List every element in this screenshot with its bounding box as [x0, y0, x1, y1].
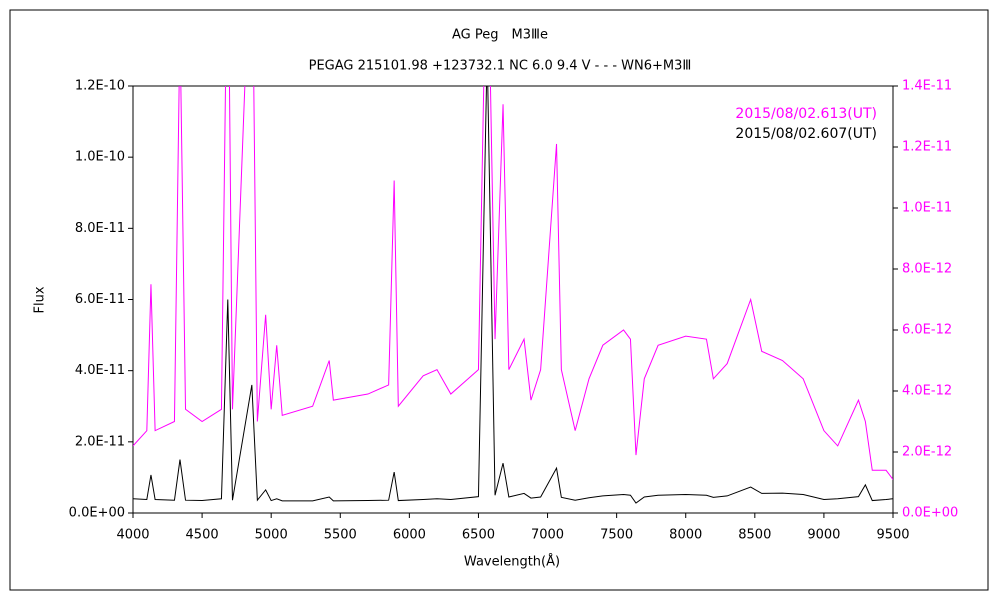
x-tick-label: 7000: [531, 528, 564, 543]
y2-tick-label: 6.0E-12: [902, 323, 952, 338]
x-tick-label: 8000: [669, 528, 702, 543]
y-tick-label: 0.0E+00: [69, 506, 125, 521]
chart-subtitle: PEGAG 215101.98 +123732.1 NC 6.0 9.4 V -…: [309, 59, 692, 74]
y-tick-label: 8.0E-11: [75, 221, 125, 236]
y-tick-label: 2.0E-11: [75, 434, 125, 449]
x-tick-label: 9500: [876, 528, 909, 543]
x-tick-label: 4000: [116, 528, 149, 543]
x-axis-label: Wavelength(Å): [464, 554, 560, 570]
y-tick-label: 4.0E-11: [75, 363, 125, 378]
frame: [9, 9, 989, 591]
spectrum-line: [133, 86, 893, 480]
spectrum-line: [133, 86, 893, 504]
y-axis-label: Flux: [33, 286, 48, 313]
y2-tick-label: 2.0E-12: [902, 445, 952, 460]
x-tick-label: 8500: [738, 528, 771, 543]
y2-tick-label: 0.0E+00: [902, 506, 958, 521]
legend-entry: 2015/08/02.613(UT): [735, 106, 877, 122]
y2-tick-label: 8.0E-12: [902, 262, 952, 277]
x-tick-label: 6000: [393, 528, 426, 543]
x-tick-label: 4500: [186, 528, 219, 543]
y2-tick-label: 1.2E-11: [902, 140, 952, 155]
plot: [133, 86, 893, 504]
y-tick-label: 1.0E-10: [75, 150, 125, 165]
chart-title: AG Peg M3Ⅲe: [452, 28, 548, 43]
x-tick-label: 5000: [255, 528, 288, 543]
y2-tick-label: 1.4E-11: [902, 79, 952, 94]
legend-entry: 2015/08/02.607(UT): [735, 126, 877, 142]
y-tick-label: 1.2E-10: [75, 79, 125, 94]
plot-area: [132, 85, 894, 514]
x-tick-label: 6500: [462, 528, 495, 543]
x-tick-label: 5500: [324, 528, 357, 543]
y2-tick-label: 1.0E-11: [902, 201, 952, 216]
x-tick-label: 7500: [600, 528, 633, 543]
y-tick-label: 6.0E-11: [75, 292, 125, 307]
x-tick-label: 9000: [807, 528, 840, 543]
y2-tick-label: 4.0E-12: [902, 384, 952, 399]
